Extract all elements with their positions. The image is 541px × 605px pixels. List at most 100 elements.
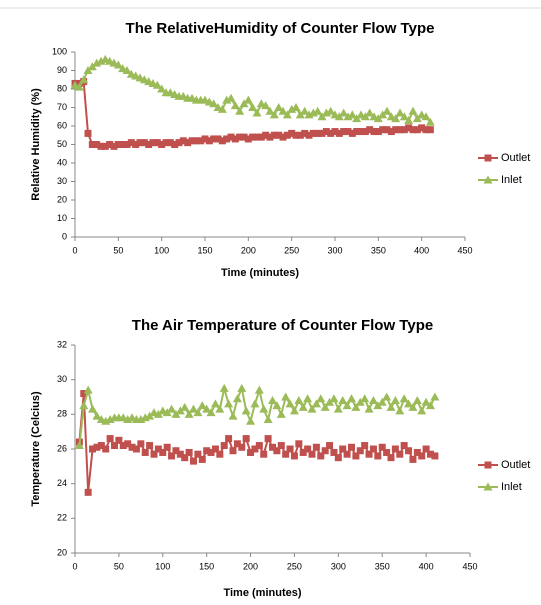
data-point — [265, 106, 275, 115]
data-point — [364, 404, 374, 413]
data-point — [413, 126, 421, 134]
y-tick-label: 26 — [57, 443, 67, 453]
data-point — [244, 135, 252, 143]
data-point — [325, 397, 335, 406]
data-point — [365, 450, 373, 458]
data-point — [268, 395, 277, 404]
data-point — [342, 401, 352, 410]
data-point — [140, 139, 148, 147]
data-point — [158, 141, 166, 148]
y-tick-label: 20 — [57, 547, 67, 557]
data-point — [275, 131, 283, 139]
data-point — [296, 131, 304, 139]
data-point — [426, 126, 434, 134]
data-point — [238, 443, 246, 451]
data-point — [288, 129, 296, 137]
data-point — [88, 141, 96, 148]
data-point — [316, 394, 326, 403]
y-tick-label: 30 — [57, 176, 67, 186]
y-tick-label: 100 — [52, 46, 67, 56]
legend-label: Outlet — [501, 152, 530, 164]
data-point — [322, 128, 330, 136]
data-point — [132, 141, 140, 148]
data-point — [152, 80, 162, 89]
data-point — [353, 128, 361, 136]
data-point — [277, 442, 285, 450]
data-point — [231, 135, 239, 143]
data-point — [79, 401, 89, 410]
data-point — [279, 133, 287, 141]
data-point — [237, 383, 247, 392]
y-tick-label: 70 — [57, 102, 67, 112]
data-point — [132, 445, 140, 453]
data-point — [313, 106, 323, 115]
y-tick-label: 22 — [57, 513, 67, 523]
data-point — [298, 402, 308, 411]
data-point — [257, 133, 265, 141]
data-point — [352, 114, 362, 123]
data-point — [369, 445, 377, 453]
data-point — [246, 416, 256, 425]
data-point — [114, 141, 122, 148]
data-point — [270, 131, 278, 139]
data-point — [175, 139, 183, 147]
data-point — [289, 406, 299, 415]
data-point — [102, 445, 110, 453]
data-point — [282, 450, 290, 458]
y-tick-label: 40 — [57, 157, 67, 167]
data-point — [243, 95, 253, 104]
data-point — [294, 395, 304, 404]
data-point — [373, 401, 383, 410]
data-point — [154, 445, 162, 453]
data-point — [278, 106, 288, 115]
data-point — [241, 406, 251, 415]
data-point — [418, 452, 426, 460]
data-point — [181, 454, 189, 462]
data-point — [311, 399, 321, 408]
chart-title: The Air Temperature of Counter Flow Type — [132, 317, 433, 334]
data-point — [74, 441, 84, 450]
data-point — [360, 394, 370, 403]
data-point — [223, 135, 231, 143]
data-point — [136, 139, 144, 147]
data-point — [399, 394, 409, 403]
data-point — [216, 450, 224, 458]
data-point — [357, 128, 365, 136]
data-point — [214, 135, 222, 143]
data-point — [141, 448, 149, 456]
data-point — [149, 139, 157, 147]
data-point — [197, 137, 205, 145]
data-point — [263, 415, 273, 424]
data-point — [150, 450, 158, 458]
x-axis-label: Time (minutes) — [223, 587, 301, 599]
data-point — [242, 435, 250, 443]
data-point — [334, 454, 342, 462]
data-point — [378, 443, 386, 451]
data-point — [253, 133, 261, 141]
data-point — [215, 404, 225, 413]
data-point — [124, 440, 132, 448]
data-point — [392, 126, 400, 134]
data-point — [390, 395, 400, 404]
data-point — [309, 129, 317, 137]
x-tick-label: 100 — [154, 245, 169, 255]
x-tick-label: 300 — [327, 245, 342, 255]
data-point — [202, 404, 212, 413]
y-tick-label: 30 — [57, 374, 67, 384]
data-point — [426, 401, 435, 410]
data-point — [300, 106, 310, 115]
data-point — [307, 404, 317, 413]
legend-marker — [483, 482, 493, 491]
data-point — [314, 129, 322, 137]
data-point — [176, 450, 184, 458]
data-point — [404, 399, 414, 408]
data-point — [405, 124, 413, 132]
data-point — [400, 442, 408, 450]
x-tick-label: 350 — [371, 245, 386, 255]
data-point — [321, 447, 329, 455]
data-point — [370, 128, 378, 136]
y-axis-label: Relative Humidity (%) — [30, 88, 42, 201]
data-point — [211, 445, 219, 453]
data-point — [74, 82, 84, 91]
